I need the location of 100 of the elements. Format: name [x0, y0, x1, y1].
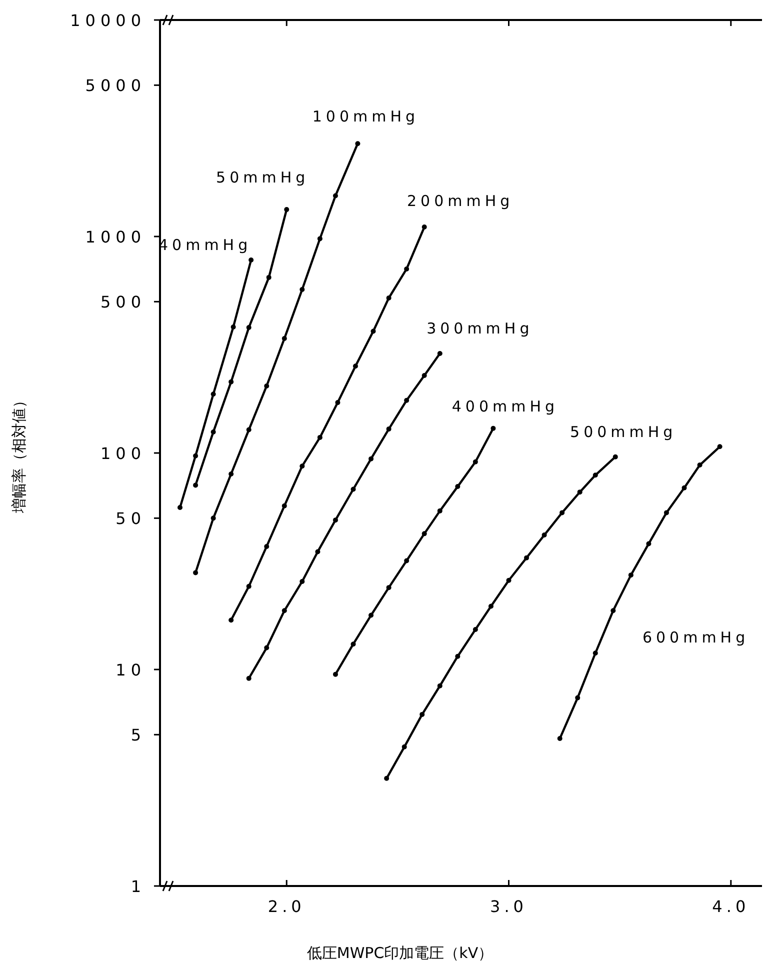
point: [437, 351, 442, 356]
point: [332, 193, 338, 198]
series-label: 200mmHg: [407, 192, 514, 210]
point: [193, 482, 198, 488]
point: [557, 736, 562, 742]
point: [404, 266, 410, 272]
point: [384, 776, 390, 781]
point: [368, 456, 374, 462]
point: [317, 434, 322, 440]
point: [264, 544, 270, 549]
point: [404, 558, 410, 564]
point: [246, 324, 252, 330]
point: [264, 383, 270, 388]
point: [350, 642, 356, 647]
point: [610, 608, 616, 614]
point: [282, 608, 287, 614]
point: [332, 672, 338, 677]
point: [368, 612, 374, 618]
point: [646, 541, 652, 546]
point: [228, 618, 234, 623]
point: [300, 578, 305, 584]
point: [628, 572, 634, 578]
point: [193, 453, 198, 458]
point: [402, 744, 407, 750]
y-tick-label: 500: [100, 292, 146, 312]
y-tick-label: 100: [100, 444, 146, 463]
point: [404, 398, 410, 403]
point: [577, 490, 582, 495]
y-tick-label: 5: [130, 726, 146, 745]
point: [228, 379, 234, 384]
point: [592, 650, 598, 656]
point: [210, 430, 216, 435]
point: [437, 508, 442, 514]
point: [472, 459, 478, 464]
point: [575, 695, 580, 700]
point: [437, 683, 442, 688]
point: [193, 570, 198, 576]
series-label: 40mmHg: [158, 236, 252, 254]
point: [335, 400, 340, 406]
point: [246, 676, 252, 681]
point: [210, 392, 216, 397]
point: [472, 627, 478, 632]
point: [542, 532, 547, 538]
point: [177, 505, 182, 510]
x-tick-label: 3.0: [490, 897, 528, 916]
point: [315, 549, 320, 554]
y-tick-label: 1: [130, 877, 146, 896]
point: [386, 426, 392, 432]
point: [284, 207, 290, 212]
point: [370, 328, 376, 334]
point: [246, 584, 252, 589]
point: [664, 510, 669, 516]
point: [386, 585, 392, 590]
point: [506, 578, 512, 583]
point: [455, 654, 460, 659]
point: [355, 141, 360, 146]
point: [350, 486, 356, 492]
point: [524, 555, 530, 560]
point: [282, 503, 287, 508]
series-label: 400mmHg: [452, 397, 559, 416]
point: [210, 516, 216, 521]
point: [317, 236, 322, 242]
point: [420, 712, 425, 717]
point: [490, 426, 496, 431]
point: [282, 336, 287, 341]
point: [717, 444, 722, 450]
point: [592, 472, 598, 478]
x-tick-label: 2.0: [268, 897, 306, 916]
point: [455, 484, 460, 490]
point: [422, 373, 427, 378]
x-tick-label: 4.0: [712, 897, 750, 916]
point: [230, 324, 236, 330]
point: [352, 364, 358, 369]
point: [266, 274, 272, 280]
y-tick-label: 5000: [85, 76, 146, 96]
point: [300, 464, 305, 469]
y-tick-label: 1000: [85, 228, 146, 246]
series-label: 500mmHg: [570, 422, 677, 441]
point: [386, 295, 392, 300]
point: [612, 454, 618, 460]
y-axis-title: 増幅率（相対値）: [10, 393, 28, 514]
series-label: 100mmHg: [312, 108, 420, 126]
y-tick-label: 10: [116, 660, 146, 680]
point: [300, 287, 305, 292]
series-label: 300mmHg: [426, 320, 534, 338]
point: [228, 471, 234, 476]
series-label: 50mmHg: [216, 168, 310, 187]
point: [422, 224, 427, 230]
point: [422, 531, 427, 536]
point: [697, 462, 702, 468]
text: 600mmHg: [642, 628, 750, 647]
point: [332, 518, 338, 523]
point: [246, 427, 252, 432]
point: [682, 485, 687, 490]
point: [488, 604, 494, 609]
y-tick-label: 50: [116, 509, 146, 528]
x-axis-title: 低圧MWPC印加電圧（kV）: [306, 944, 494, 962]
point: [264, 645, 270, 650]
point: [248, 257, 254, 262]
y-tick-label: 10000: [70, 11, 146, 30]
